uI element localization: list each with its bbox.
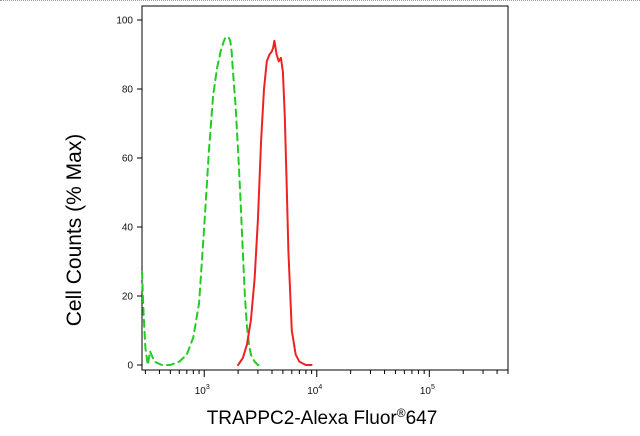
y-tick-label: 0 — [127, 361, 133, 372]
x-tick-label: 105 — [420, 384, 435, 397]
y-axis-title: Cell Counts (% Max) — [63, 134, 86, 327]
x-axis-title-main: TRAPPC2-Alexa Fluor — [207, 408, 398, 429]
y-tick-label: 60 — [122, 154, 134, 165]
x-axis-title: TRAPPC2-Alexa Fluor®647 — [207, 406, 438, 429]
x-tick-label-exponent: 5 — [431, 384, 435, 391]
series-layer — [141, 36, 313, 366]
plot-border — [141, 5, 509, 371]
control-histogram-line — [141, 36, 263, 366]
y-axis: 0 20 40 60 80 100 — [116, 16, 142, 372]
x-tick-label: 103 — [195, 384, 210, 397]
x-tick-label-base: 10 — [195, 386, 207, 397]
x-tick-label: 104 — [307, 384, 322, 397]
plot-frame — [141, 5, 509, 371]
y-tick-label: 40 — [122, 223, 134, 234]
top-border — [0, 0, 640, 1]
x-axis-title-suffix: 647 — [406, 408, 438, 429]
x-tick-label-base: 10 — [307, 386, 319, 397]
y-tick-label: 80 — [122, 85, 134, 96]
x-tick-label-base: 10 — [420, 386, 432, 397]
x-axis: 103 104 105 — [144, 370, 509, 397]
sample-histogram-line — [237, 39, 313, 366]
y-tick-label: 20 — [122, 292, 134, 303]
x-tick-label-exponent: 3 — [206, 384, 210, 391]
y-tick-label: 100 — [116, 16, 133, 27]
x-axis-title-registered-mark: ® — [397, 406, 406, 420]
x-tick-label-exponent: 4 — [318, 384, 322, 391]
